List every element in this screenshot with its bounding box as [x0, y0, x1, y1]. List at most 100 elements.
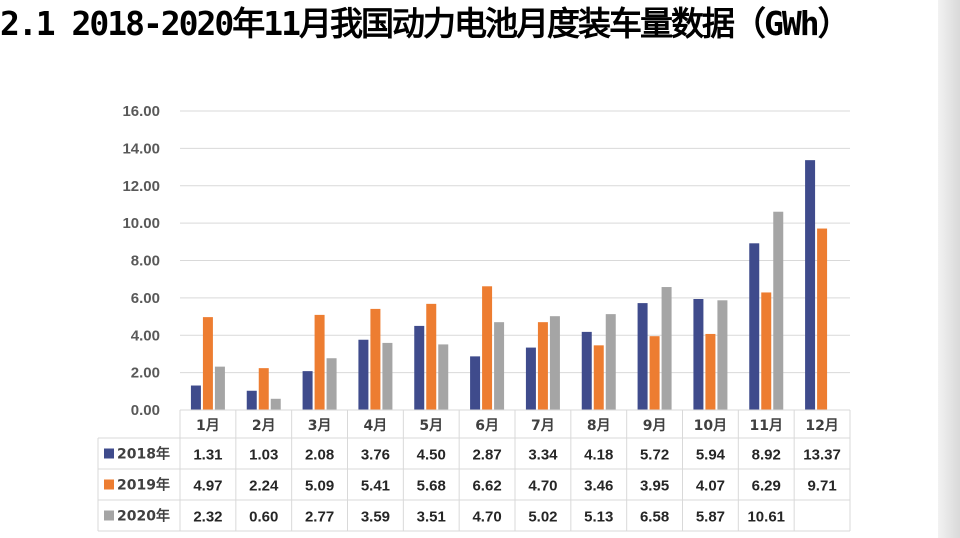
legend-key-2018年 [104, 448, 114, 459]
bar-2018年-12月 [805, 160, 816, 410]
bar-2020年-6月 [494, 322, 505, 410]
table-cell-value: 2.87 [472, 447, 501, 464]
table-cell-value: 1.03 [249, 447, 278, 464]
table-cell-value: 4.70 [472, 509, 501, 526]
bar-2019年-12月 [817, 228, 828, 410]
bar-2020年-8月 [605, 314, 616, 410]
bar-2019年-4月 [370, 308, 381, 410]
table-cell-value: 3.59 [361, 509, 390, 526]
bar-2018年-1月 [190, 385, 201, 410]
table-cell-value: 4.70 [528, 478, 557, 495]
bar-2020年-2月 [270, 398, 281, 410]
bar-2019年-11月 [761, 292, 772, 410]
bar-2019年-10月 [705, 333, 716, 410]
table-cell-value: 10.61 [747, 509, 785, 526]
bar-2018年-4月 [358, 339, 369, 410]
table-cell-value: 3.95 [640, 478, 669, 495]
series-name-label: 2020年 [117, 508, 170, 525]
y-tick-label: 4.00 [131, 327, 160, 344]
x-category-label: 8月 [587, 418, 611, 434]
table-cell-value: 8.92 [752, 447, 781, 464]
table-cell-value: 5.09 [305, 478, 334, 495]
y-tick-label: 12.00 [122, 178, 160, 195]
table-cell-value: 4.97 [193, 478, 222, 495]
series-name-label: 2018年 [117, 446, 170, 463]
bar-2018年-10月 [693, 298, 704, 410]
bar-2019年-6月 [482, 286, 493, 410]
y-tick-label: 6.00 [131, 290, 160, 307]
bar-2019年-3月 [314, 314, 325, 410]
bar-2019年-7月 [537, 322, 548, 410]
y-tick-label: 0.00 [131, 402, 160, 419]
bar-2020年-10月 [717, 300, 728, 410]
bar-2020年-1月 [214, 366, 225, 410]
table-cell-value: 5.68 [417, 478, 446, 495]
table-cell-value: 5.02 [528, 509, 557, 526]
x-category-label: 11月 [750, 418, 783, 434]
bar-2019年-8月 [593, 345, 604, 410]
bar-2019年-9月 [649, 336, 660, 410]
x-category-label: 5月 [419, 418, 443, 434]
bar-2019年-5月 [426, 303, 437, 410]
bar-2018年-11月 [749, 243, 760, 410]
x-category-label: 10月 [694, 418, 727, 434]
series-name-label: 2019年 [117, 477, 170, 494]
table-cell-value: 5.94 [696, 447, 726, 464]
x-category-label: 4月 [364, 418, 388, 434]
x-category-label: 1月 [196, 418, 220, 434]
bar-2019年-1月 [202, 317, 213, 410]
table-cell-value: 6.58 [640, 509, 669, 526]
table-cell-value: 6.62 [472, 478, 501, 495]
bar-2020年-3月 [326, 358, 337, 410]
y-tick-label: 14.00 [122, 140, 160, 157]
table-cell-value: 6.29 [752, 478, 781, 495]
bar-2018年-9月 [637, 303, 648, 410]
bar-2018年-2月 [246, 390, 257, 410]
right-edge-strip [938, 0, 960, 538]
x-category-label: 12月 [805, 418, 838, 434]
table-cell-value: 3.76 [361, 447, 390, 464]
table-cell-value: 9.71 [807, 478, 836, 495]
bar-2020年-4月 [382, 342, 393, 410]
table-cell-value: 13.37 [803, 447, 841, 464]
bar-2018年-7月 [525, 347, 536, 410]
table-cell-value: 1.31 [193, 447, 222, 464]
legend-key-2020年 [104, 510, 114, 521]
x-category-label: 2月 [252, 418, 276, 434]
x-category-label: 7月 [531, 418, 555, 434]
bar-2020年-5月 [438, 344, 449, 410]
table-cell-value: 2.08 [305, 447, 334, 464]
x-category-label: 6月 [475, 418, 499, 434]
y-tick-label: 16.00 [122, 103, 160, 120]
table-cell-value: 0.60 [249, 509, 278, 526]
legend-key-2019年 [104, 479, 114, 490]
table-cell-value: 3.51 [417, 509, 446, 526]
bar-2018年-5月 [414, 325, 425, 410]
y-tick-label: 8.00 [131, 253, 160, 270]
page-title: 2.1 2018-2020年11月我国动力电池月度装车量数据（GWh） [0, 4, 851, 43]
y-tick-label: 2.00 [131, 365, 160, 382]
table-cell-value: 2.32 [193, 509, 222, 526]
table-cell-value: 5.87 [696, 509, 725, 526]
table-cell-value: 4.18 [584, 447, 613, 464]
bar-2020年-7月 [549, 316, 560, 410]
x-category-label: 3月 [308, 418, 332, 434]
table-cell-value: 3.46 [584, 478, 613, 495]
bar-2018年-3月 [302, 371, 313, 410]
table-cell-value: 4.07 [696, 478, 725, 495]
table-cell-value: 2.77 [305, 509, 334, 526]
table-cell-value: 5.41 [361, 478, 390, 495]
table-cell-value: 4.50 [417, 447, 446, 464]
y-tick-label: 10.00 [122, 215, 160, 232]
bar-2019年-2月 [258, 368, 269, 410]
bar-2018年-8月 [581, 331, 592, 410]
bar-2020年-11月 [773, 211, 784, 410]
table-cell-value: 5.13 [584, 509, 613, 526]
bar-2018年-6月 [470, 356, 481, 410]
bar-2020年-9月 [661, 287, 672, 410]
table-cell-value: 5.72 [640, 447, 669, 464]
table-cell-value: 3.34 [528, 447, 558, 464]
table-cell-value: 2.24 [249, 478, 279, 495]
x-category-label: 9月 [643, 418, 667, 434]
